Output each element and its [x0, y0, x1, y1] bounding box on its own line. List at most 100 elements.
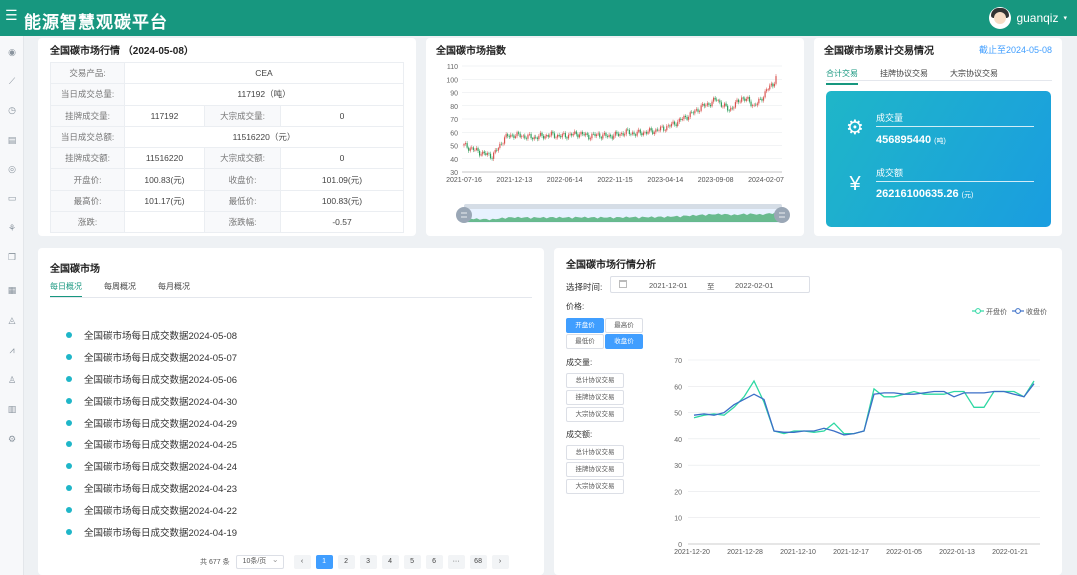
- list-item[interactable]: 全国碳市场每日成交数据2024-04-30: [66, 390, 237, 412]
- candle-body: [466, 143, 468, 148]
- page-button-3[interactable]: 3: [359, 555, 377, 569]
- list-item[interactable]: 全国碳市场每日成交数据2024-04-23: [66, 477, 237, 499]
- tab-total-trade[interactable]: 合计交易: [826, 68, 858, 85]
- user-icon[interactable]: ♙: [7, 375, 17, 385]
- price-analysis-chart[interactable]: 0 10 20 30 40 50 60 70 2021-12-20 2021-12-28 2021-…: [554, 248, 1062, 575]
- username[interactable]: guanqiz: [1016, 11, 1059, 25]
- list-item[interactable]: 全国碳市场每日成交数据2024-04-19: [66, 521, 237, 543]
- list-item-text[interactable]: 全国碳市场每日成交数据2024-05-06: [84, 374, 238, 386]
- trend-icon[interactable]: ⟋: [8, 76, 16, 86]
- settings-icon[interactable]: ⚙: [7, 434, 17, 444]
- page-size-select[interactable]: 10条/页: [235, 554, 284, 569]
- candle-body: [496, 150, 498, 151]
- list-item[interactable]: 全国碳市场每日成交数据2024-04-29: [66, 412, 237, 434]
- candle-body: [744, 98, 746, 101]
- candle-body: [719, 100, 721, 103]
- candle-body: [541, 132, 543, 136]
- candle-body: [585, 133, 587, 136]
- index-chart[interactable]: 30 40 50 60 70 80 90 100 110 2021-07-16 2021-12-13…: [426, 38, 804, 236]
- calendar-icon[interactable]: [619, 280, 627, 288]
- document-icon[interactable]: ❐: [7, 252, 17, 262]
- candle-body: [555, 137, 557, 139]
- volume-listed-button[interactable]: 挂牌协议交易: [566, 390, 624, 405]
- list-item[interactable]: 全国碳市场每日成交数据2024-05-07: [66, 346, 237, 368]
- next-page-button[interactable]: ›: [491, 555, 509, 569]
- eye-icon[interactable]: ◎: [8, 164, 16, 174]
- monitor-icon[interactable]: ▤: [7, 135, 17, 145]
- page-ellipsis[interactable]: ···: [447, 555, 465, 569]
- list-item-text[interactable]: 全国碳市场每日成交数据2024-04-30: [84, 396, 238, 408]
- bar-chart-icon[interactable]: ▥: [7, 404, 17, 414]
- candle-body: [644, 131, 646, 133]
- amount-bulk-button[interactable]: 大宗协议交易: [566, 479, 624, 494]
- range-handle-right[interactable]: [774, 207, 790, 223]
- line-chart-icon[interactable]: ⩘: [9, 345, 15, 355]
- candle-body: [642, 132, 644, 136]
- candle-body: [544, 136, 546, 139]
- close-price-button[interactable]: 收盘价: [605, 334, 643, 349]
- end-date[interactable]: 2022-02-01: [735, 281, 774, 290]
- list-item[interactable]: 全国碳市场每日成交数据2024-04-24: [66, 455, 237, 477]
- page-button-2[interactable]: 2: [337, 555, 355, 569]
- list-item[interactable]: 全国碳市场每日成交数据2024-05-06: [66, 368, 237, 390]
- date-range-picker[interactable]: 2021-12-01 至 2022-02-01: [610, 276, 810, 293]
- list-item-text[interactable]: 全国碳市场每日成交数据2024-04-19: [84, 527, 238, 539]
- list-item[interactable]: 全国碳市场每日成交数据2024-04-22: [66, 499, 237, 521]
- leaf-icon[interactable]: ⚘: [7, 223, 17, 233]
- prev-page-button[interactable]: ‹: [293, 555, 311, 569]
- candle-body: [464, 143, 467, 145]
- tab-weekly[interactable]: 每周概况: [104, 282, 136, 291]
- avatar[interactable]: [989, 7, 1012, 29]
- dashboard-icon[interactable]: ◉: [8, 47, 16, 57]
- list-item-text[interactable]: 全国碳市场每日成交数据2024-04-25: [84, 440, 238, 452]
- user-menu[interactable]: guanqiz ▾: [989, 6, 1067, 30]
- list-item-text[interactable]: 全国碳市场每日成交数据2024-05-08: [84, 330, 238, 342]
- list-item-text[interactable]: 全国碳市场每日成交数据2024-05-07: [84, 352, 238, 364]
- list-item-text[interactable]: 全国碳市场每日成交数据2024-04-24: [84, 462, 238, 474]
- candle-body: [678, 118, 680, 122]
- list-item[interactable]: 全国碳市场每日成交数据2024-04-25: [66, 433, 237, 455]
- tab-monthly[interactable]: 每月概况: [158, 282, 190, 291]
- clock-icon[interactable]: ◷: [8, 105, 16, 115]
- amount-total-button[interactable]: 总计协议交易: [566, 445, 624, 460]
- caret-down-icon[interactable]: ▾: [1063, 15, 1067, 22]
- page-button-6[interactable]: 6: [425, 555, 443, 569]
- candle-body: [624, 134, 626, 136]
- candle-body: [645, 131, 648, 134]
- low-price-button[interactable]: 最低价: [566, 334, 604, 349]
- market-quote-table: 交易产品: CEA 当日成交总量: 117192（吨） 挂牌成交量: 11719…: [50, 61, 404, 234]
- tab-daily[interactable]: 每日概况: [50, 281, 82, 298]
- volume-bulk-button[interactable]: 大宗协议交易: [566, 407, 624, 422]
- candle-body: [528, 134, 531, 135]
- list-item[interactable]: 全国碳市场每日成交数据2024-05-08: [66, 324, 237, 346]
- low-label: 最低价:: [204, 189, 281, 213]
- start-date[interactable]: 2021-12-01: [649, 281, 688, 290]
- volume-total-button[interactable]: 总计协议交易: [566, 373, 624, 388]
- list-item-text[interactable]: 全国碳市场每日成交数据2024-04-29: [84, 418, 238, 430]
- tab-listed-trade[interactable]: 挂牌协议交易: [880, 69, 928, 78]
- candle-body: [577, 134, 579, 138]
- table-row: 挂牌成交额: 11516220 大宗成交额: 0: [50, 147, 404, 170]
- list-item-text[interactable]: 全国碳市场每日成交数据2024-04-22: [84, 506, 238, 518]
- page-button-4[interactable]: 4: [381, 555, 399, 569]
- high-price-button[interactable]: 最高价: [605, 318, 643, 333]
- area-chart-icon[interactable]: ◬: [8, 315, 16, 325]
- menu-toggle-icon[interactable]: ☰: [5, 7, 18, 23]
- open-price-button[interactable]: 开盘价: [566, 318, 604, 333]
- legend-marker-icon: [1015, 308, 1021, 314]
- page-button-1[interactable]: 1: [315, 555, 333, 569]
- chart-icon[interactable]: ▦: [7, 285, 17, 295]
- x-tick-label: 2022-06-14: [547, 177, 583, 184]
- range-handle-left[interactable]: [456, 207, 472, 223]
- page-button-68[interactable]: 68: [469, 555, 487, 569]
- candle-body: [591, 133, 593, 139]
- y-tick-label: 50: [674, 411, 682, 418]
- tab-bulk-trade[interactable]: 大宗协议交易: [950, 69, 998, 78]
- candle-body: [705, 105, 707, 107]
- list-item-text[interactable]: 全国碳市场每日成交数据2024-04-23: [84, 484, 238, 496]
- page-button-5[interactable]: 5: [403, 555, 421, 569]
- time-select-label: 选择时间:: [566, 282, 603, 292]
- amount-listed-button[interactable]: 挂牌协议交易: [566, 462, 624, 477]
- candle-body: [581, 132, 584, 135]
- screen-icon[interactable]: ▭: [7, 193, 17, 203]
